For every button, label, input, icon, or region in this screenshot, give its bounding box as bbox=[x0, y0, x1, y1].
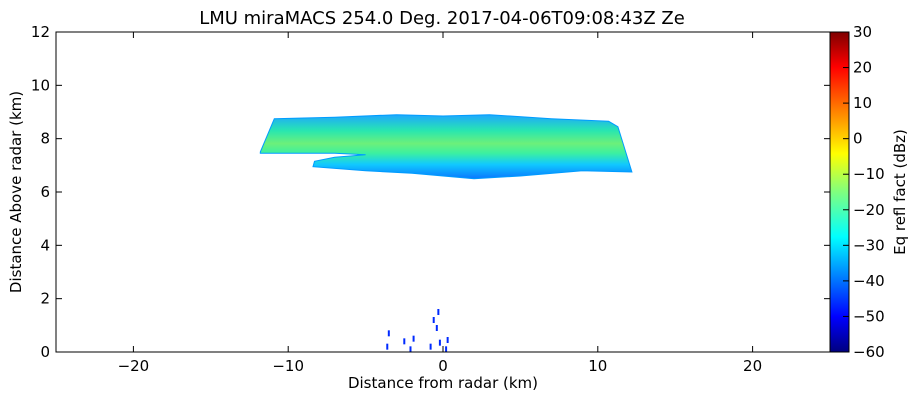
colorbar-scale bbox=[829, 31, 850, 353]
y-tick-label: 2 bbox=[40, 290, 50, 308]
cloud-layer bbox=[259, 114, 633, 180]
y-tick-label: 10 bbox=[31, 76, 50, 94]
clutter-point bbox=[437, 309, 440, 315]
chart-title: LMU miraMACS 254.0 Deg. 2017-04-06T09:08… bbox=[199, 8, 685, 29]
clutter-point bbox=[445, 346, 448, 353]
y-tick-label: 4 bbox=[40, 236, 50, 254]
plot-area: −20 −10 0 10 20 0 2 4 6 8 10 12 bbox=[31, 23, 831, 375]
colorbar-tick-label: −30 bbox=[853, 236, 885, 254]
clutter-point bbox=[438, 339, 441, 346]
y-ticks: 0 2 4 6 8 10 12 bbox=[31, 23, 830, 361]
y-tick-label: 12 bbox=[31, 23, 50, 41]
clutter-point bbox=[412, 335, 415, 342]
x-tick-label: 10 bbox=[588, 357, 607, 375]
colorbar-tick-label: 0 bbox=[853, 130, 863, 148]
colorbar-tick-label: 20 bbox=[853, 59, 872, 77]
colorbar-ticks: −60 −50 −40 −30 −20 −10 0 10 20 30 bbox=[843, 23, 885, 361]
colorbar-tick-label: −60 bbox=[853, 343, 885, 361]
x-tick-label: −20 bbox=[118, 357, 150, 375]
clutter-point bbox=[409, 346, 412, 353]
plot-frame bbox=[55, 31, 831, 353]
features-layer bbox=[259, 114, 633, 353]
colorbar-tick-label: 10 bbox=[853, 94, 872, 112]
x-axis-label: Distance from radar (km) bbox=[348, 374, 538, 392]
clutter-point bbox=[386, 343, 389, 350]
x-tick-label: 20 bbox=[743, 357, 762, 375]
clutter-point bbox=[429, 343, 432, 350]
clutter-point bbox=[435, 325, 438, 331]
x-tick-label: −10 bbox=[272, 357, 304, 375]
y-tick-label: 6 bbox=[40, 183, 50, 201]
y-axis-label: Distance Above radar (km) bbox=[7, 91, 25, 293]
colorbar-tick-label: −10 bbox=[853, 165, 885, 183]
colorbar-tick-label: 30 bbox=[853, 23, 872, 41]
x-ticks: −20 −10 0 10 20 bbox=[118, 32, 762, 375]
y-tick-label: 0 bbox=[40, 343, 50, 361]
colorbar-label: Eq refl fact (dBz) bbox=[891, 129, 909, 255]
colorbar-tick-label: −40 bbox=[853, 272, 885, 290]
clutter-point bbox=[432, 317, 435, 323]
clutter-point bbox=[403, 338, 406, 345]
colorbar-tick-label: −50 bbox=[853, 307, 885, 325]
clutter-point bbox=[446, 337, 449, 343]
x-tick-label: 0 bbox=[438, 357, 448, 375]
clutter-point bbox=[387, 330, 390, 337]
colorbar: −60 −50 −40 −30 −20 −10 0 10 20 30 Eq refl fact (… bbox=[829, 23, 909, 361]
colorbar-tick-label: −20 bbox=[853, 201, 885, 219]
y-tick-label: 8 bbox=[40, 130, 50, 148]
